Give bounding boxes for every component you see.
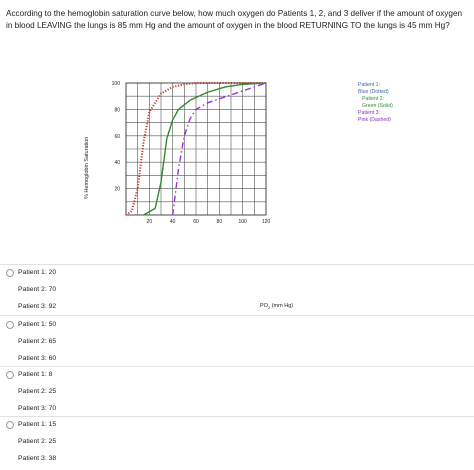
divider-1 — [0, 315, 474, 316]
legend-patient-1-desc: Blue (Dotted) — [358, 89, 389, 95]
series-line-patient-1 — [125, 82, 266, 216]
option-1-line-3[interactable]: Patient 3: 92 — [18, 303, 57, 310]
chart-legend: Patient 1: Blue (Dotted) Patient 2: Gree… — [358, 82, 410, 124]
x-tick-label: 80 — [217, 219, 223, 225]
legend-patient-3-desc: Pink (Dashed) — [358, 117, 391, 123]
y-tick-label: 60 — [114, 134, 120, 140]
legend-patient-1-title: Patient 1: — [358, 82, 380, 88]
y-tick-label: 80 — [114, 107, 120, 113]
x-axis-label: PO2 (mm Hg) — [260, 303, 293, 310]
hemoglobin-saturation-figure: % Hemoglobin Saturation 20 40 60 80 100 120 20… — [84, 75, 320, 310]
option-2-line-2[interactable]: Patient 2: 65 — [18, 338, 57, 345]
plot-frame — [125, 82, 267, 216]
divider-3 — [0, 416, 474, 417]
option-4-radio[interactable] — [6, 421, 14, 429]
chart-svg: 20 40 60 80 100 120 20 40 60 80 100 — [112, 81, 271, 225]
series-line-patient-2 — [143, 82, 267, 216]
x-axis-label-main: PO — [260, 303, 268, 309]
option-2-radio[interactable] — [6, 321, 14, 329]
x-axis-label-unit: (mm Hg) — [271, 303, 294, 309]
x-axis-label-sub: 2 — [267, 305, 271, 311]
legend-patient-2-desc: Green (Solid) — [362, 103, 393, 109]
x-tick-label: 60 — [193, 219, 199, 225]
divider-2 — [0, 366, 474, 367]
x-tick-label: 40 — [170, 219, 176, 225]
option-4-line-3[interactable]: Patient 3: 38 — [18, 455, 57, 462]
series-line-patient-3 — [171, 82, 267, 216]
y-tick-label: 100 — [112, 81, 121, 87]
option-4-line-1[interactable]: Patient 1: 15 — [18, 421, 57, 428]
option-3-radio[interactable] — [6, 371, 14, 379]
legend-patient-3-title: Patient 3: — [358, 110, 380, 116]
option-2-line-3[interactable]: Patient 3: 60 — [18, 355, 57, 362]
option-1-line-2[interactable]: Patient 2: 70 — [18, 286, 57, 293]
option-1-radio[interactable] — [6, 269, 14, 277]
option-4-line-2[interactable]: Patient 2: 25 — [18, 438, 57, 445]
divider-top — [0, 264, 474, 265]
option-1-line-1[interactable]: Patient 1: 20 — [18, 269, 57, 276]
x-tick-label: 100 — [238, 219, 247, 225]
legend-patient-2-title: Patient 2: — [362, 96, 384, 102]
option-3-line-2[interactable]: Patient 2: 25 — [18, 388, 57, 395]
option-3-line-1[interactable]: Patient 1: 8 — [18, 371, 53, 378]
y-tick-label: 40 — [114, 160, 120, 166]
x-tick-label: 120 — [262, 219, 271, 225]
x-tick-label: 20 — [147, 219, 153, 225]
y-tick-label: 20 — [114, 187, 120, 193]
option-3-line-3[interactable]: Patient 3: 70 — [18, 405, 57, 412]
option-2-line-1[interactable]: Patient 1: 50 — [18, 321, 57, 328]
question-text: According to the hemoglobin saturation c… — [6, 9, 463, 30]
